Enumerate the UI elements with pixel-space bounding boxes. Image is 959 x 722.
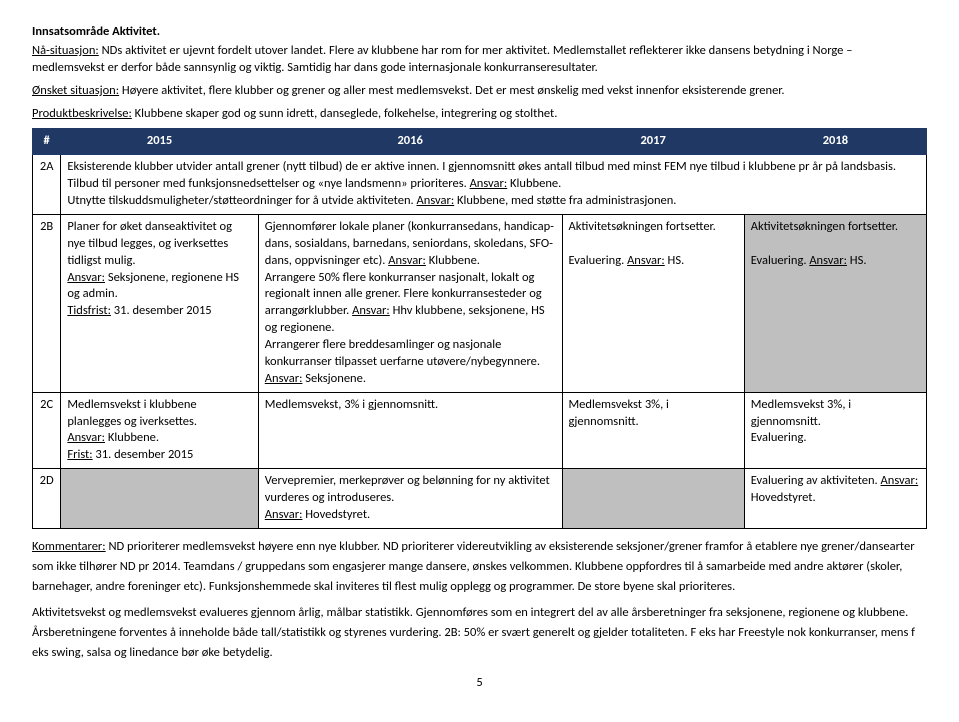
row-id-2D: 2D — [33, 469, 61, 529]
section-title: Innsatsområde Aktivitet. — [32, 24, 927, 41]
row-2C-2018: Medlemsvekst 3%, i gjennomsnitt. Evaluer… — [744, 392, 926, 469]
kommentar-text: ND prioriterer medlemsvekst høyere enn n… — [32, 539, 915, 594]
ansvar-label: Ansvar: — [265, 371, 303, 386]
text: Evaluering av aktiviteten. — [751, 473, 881, 488]
row-2D-2018: Evaluering av aktiviteten. Ansvar: Hoved… — [744, 469, 926, 529]
wanted-label: Ønsket situasjon: — [32, 83, 119, 98]
text: Hovedstyret. — [302, 507, 370, 522]
ansvar-label: Ansvar: — [809, 253, 847, 268]
ansvar-label: Ansvar: — [417, 193, 455, 208]
row-2A-content: Eksisterende klubber utvider antall gren… — [61, 155, 927, 215]
text: 31. desember 2015 — [111, 303, 212, 318]
row-2C-2015: Medlemsvekst i klubbene planlegges og iv… — [61, 392, 258, 469]
row-2D-2017 — [562, 469, 744, 529]
row-2D-2016: Vervepremier, merkeprøver og belønning f… — [258, 469, 562, 529]
text: Hovedstyret. — [751, 490, 816, 505]
kommentar-paragraph: Kommentarer: ND prioriterer medlemsvekst… — [32, 537, 927, 597]
row-2C-2016: Medlemsvekst, 3% i gjennomsnitt. — [258, 392, 562, 469]
ansvar-label: Ansvar: — [627, 253, 665, 268]
situation-paragraph: Nå-situasjon: NDs aktivitet er ujevnt fo… — [32, 43, 927, 77]
product-paragraph: Produktbeskrivelse: Klubbene skaper god … — [32, 106, 927, 123]
text: HS. — [847, 253, 867, 268]
product-label: Produktbeskrivelse: — [32, 106, 132, 121]
product-text: Klubbene skaper god og sunn idrett, dans… — [132, 106, 558, 121]
text: Klubbene, med støtte fra administrasjone… — [454, 193, 676, 208]
kommentar-label: Kommentarer: — [32, 539, 106, 554]
row-2B-2015: Planer for øket danseaktivitet og nye ti… — [61, 214, 258, 392]
row-2C-2017: Medlemsvekst 3%, i gjennomsnitt. — [562, 392, 744, 469]
footer-paragraph-2: Aktivitetsvekst og medlemsvekst evaluere… — [32, 603, 927, 663]
row-2B-2018: Aktivitetsøkningen fortsetter. Evaluerin… — [744, 214, 926, 392]
header-num: # — [33, 129, 61, 155]
row-id-2A: 2A — [33, 155, 61, 215]
table-row: 2B Planer for øket danseaktivitet og nye… — [33, 214, 927, 392]
header-2016: 2016 — [258, 129, 562, 155]
header-2018: 2018 — [744, 129, 926, 155]
ansvar-label: Ansvar: — [67, 270, 105, 285]
ansvar-label: Ansvar: — [67, 430, 105, 445]
row-2B-2016: Gjennomfører lokale planer (konkurransed… — [258, 214, 562, 392]
ansvar-label: Ansvar: — [352, 303, 390, 318]
row-id-2C: 2C — [33, 392, 61, 469]
text: Klubbene. — [105, 430, 159, 445]
text: Medlemsvekst i klubbene planlegges og iv… — [67, 397, 197, 429]
table-row: 2C Medlemsvekst i klubbene planlegges og… — [33, 392, 927, 469]
frist-label: Frist: — [67, 447, 92, 462]
frist-label: Tidsfrist: — [67, 303, 111, 318]
activity-table: # 2015 2016 2017 2018 2A Eksisterende kl… — [32, 128, 927, 528]
ansvar-label: Ansvar: — [265, 507, 303, 522]
text: 31. desember 2015 — [93, 447, 194, 462]
row-2B-2017: Aktivitetsøkningen fortsetter. Evaluerin… — [562, 214, 744, 392]
ansvar-label: Ansvar: — [881, 473, 919, 488]
ansvar-label: Ansvar: — [388, 253, 426, 268]
text: Vervepremier, merkeprøver og belønning f… — [265, 473, 550, 505]
row-id-2B: 2B — [33, 214, 61, 392]
table-row: 2A Eksisterende klubber utvider antall g… — [33, 155, 927, 215]
text: Seksjonene. — [302, 371, 366, 386]
table-row: 2D Vervepremier, merkeprøver og belønnin… — [33, 469, 927, 529]
row-2D-2015 — [61, 469, 258, 529]
wanted-text: Høyere aktivitet, flere klubber og grene… — [119, 83, 784, 98]
text: HS. — [665, 253, 685, 268]
situation-label: Nå-situasjon: — [32, 43, 99, 58]
situation-text: NDs aktivitet er ujevnt fordelt utover l… — [32, 43, 852, 75]
header-2015: 2015 — [61, 129, 258, 155]
page-number: 5 — [32, 675, 927, 692]
ansvar-label: Ansvar: — [470, 176, 508, 191]
wanted-paragraph: Ønsket situasjon: Høyere aktivitet, fler… — [32, 83, 927, 100]
table-header-row: # 2015 2016 2017 2018 — [33, 129, 927, 155]
text: Planer for øket danseaktivitet og nye ti… — [67, 219, 232, 268]
header-2017: 2017 — [562, 129, 744, 155]
